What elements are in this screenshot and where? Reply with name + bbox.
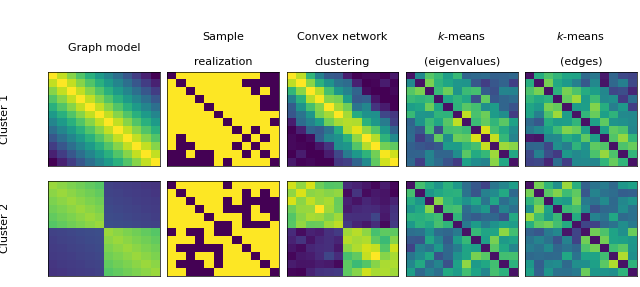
Text: Cluster 1: Cluster 1 <box>0 94 10 144</box>
Text: (eigenvalues): (eigenvalues) <box>424 57 500 67</box>
Text: Cluster 2: Cluster 2 <box>0 203 10 253</box>
Text: (edges): (edges) <box>560 57 602 67</box>
Text: Convex network: Convex network <box>297 32 388 42</box>
Text: Graph model: Graph model <box>68 43 140 53</box>
Text: Sample: Sample <box>202 32 244 42</box>
Text: $k$-means: $k$-means <box>437 30 486 42</box>
Text: realization: realization <box>194 57 252 67</box>
Text: clustering: clustering <box>315 57 370 67</box>
Text: $k$-means: $k$-means <box>557 30 605 42</box>
